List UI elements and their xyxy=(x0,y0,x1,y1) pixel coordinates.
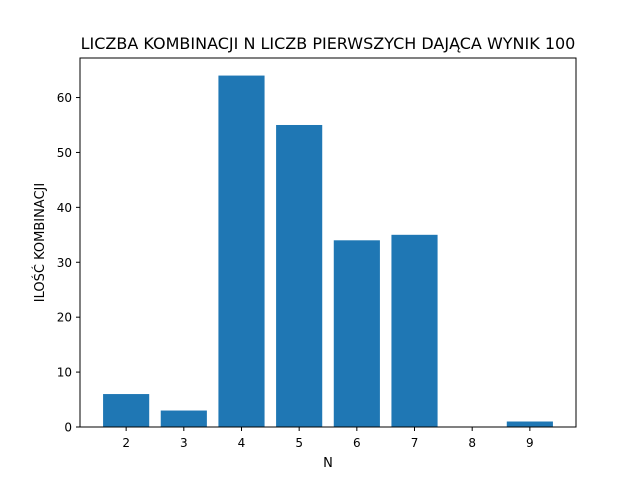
x-tick-label: 5 xyxy=(295,436,303,450)
y-tick-label: 20 xyxy=(57,311,72,325)
y-axis-label: ILOŚĆ KOMBINACJI xyxy=(32,183,48,302)
x-tick-label: 7 xyxy=(411,436,419,450)
x-tick-label: 3 xyxy=(180,436,188,450)
bar-n-2 xyxy=(103,394,150,427)
bar-n-4 xyxy=(218,75,265,427)
bar-n-5 xyxy=(276,124,323,428)
y-axis-ticks: 0 10 20 30 40 50 60 xyxy=(57,91,80,435)
x-axis-ticks: 2 3 4 5 6 7 8 9 xyxy=(122,427,534,450)
plot-area-frame xyxy=(79,57,577,428)
y-tick-label: 40 xyxy=(57,201,72,215)
chart-title: LICZBA KOMBINACJI N LICZB PIERWSZYCH DAJ… xyxy=(81,34,576,53)
bars-group xyxy=(103,75,553,428)
y-tick-label: 30 xyxy=(57,256,72,270)
y-tick-label: 0 xyxy=(64,421,72,435)
y-tick-label: 50 xyxy=(57,146,72,160)
x-tick-label: 9 xyxy=(526,436,534,450)
x-tick-label: 2 xyxy=(122,436,130,450)
bar-n-7 xyxy=(391,234,438,427)
y-tick-label: 60 xyxy=(57,91,72,105)
x-tick-label: 8 xyxy=(468,436,476,450)
x-tick-label: 6 xyxy=(353,436,361,450)
x-axis-label: N xyxy=(323,456,333,471)
bar-n-3 xyxy=(160,410,207,427)
x-tick-label: 4 xyxy=(238,436,246,450)
bar-n-6 xyxy=(333,240,380,427)
y-tick-label: 10 xyxy=(57,366,72,380)
bar-n-9 xyxy=(506,421,553,427)
